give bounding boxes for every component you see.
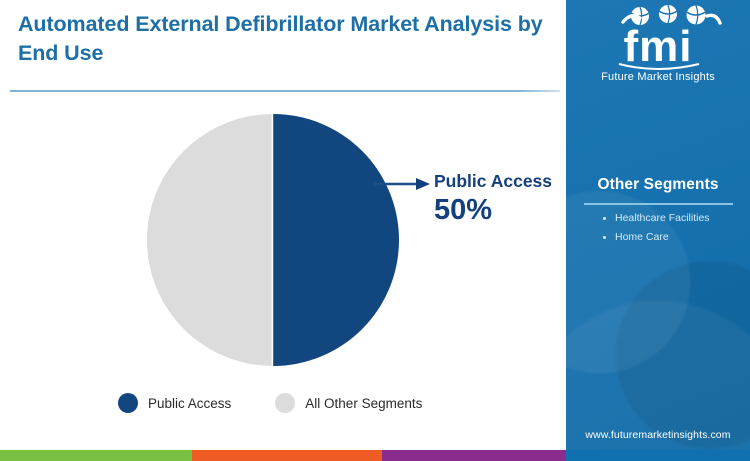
pie-callout: Public Access 50% — [434, 171, 564, 228]
pie-slice-all-other-segments — [147, 114, 273, 366]
globe-icon — [686, 5, 706, 25]
legend-label: All Other Segments — [305, 395, 423, 411]
svg-text:fmi: fmi — [624, 22, 693, 70]
other-segments-panel: Other Segments Healthcare Facilities Hom… — [566, 176, 750, 252]
bar-segment-purple — [382, 450, 566, 461]
globe-icon — [659, 4, 677, 24]
other-segments-list: Healthcare Facilities Home Care — [566, 212, 750, 243]
list-item: Healthcare Facilities — [603, 212, 750, 224]
header-divider — [10, 90, 560, 92]
legend-swatch-icon — [275, 393, 296, 413]
callout-value: 50% — [434, 194, 493, 227]
logo-tagline: Future Market Insights — [601, 71, 715, 83]
bar-segment-green — [0, 450, 192, 461]
legend-item-all-other-segments: All Other Segments — [275, 393, 422, 413]
right-sidebar: fmi Future Market Insights Other Segment… — [566, 0, 750, 455]
bar-segment-orange — [192, 450, 382, 461]
website-url[interactable]: www.futuremarketinsights.com — [585, 429, 731, 441]
callout-label: Public Access — [434, 171, 553, 191]
list-item: Home Care — [603, 232, 750, 243]
arrow-right-icon — [374, 178, 430, 190]
page-title: Automated External Defibrillator Market … — [18, 12, 543, 65]
legend-item-public-access: Public Access — [118, 393, 231, 413]
pie-slice-public-access — [273, 114, 399, 366]
fmi-logo[interactable]: fmi Future Market Insights — [566, 4, 750, 83]
legend-swatch-icon — [118, 393, 138, 413]
pie-chart — [146, 113, 400, 367]
bottom-color-bar — [0, 450, 750, 461]
bar-segment-blue — [566, 450, 750, 461]
other-segments-heading: Other Segments — [597, 176, 719, 193]
other-segments-divider — [583, 203, 733, 205]
legend-label: Public Access — [148, 395, 232, 411]
chart-legend: Public Access All Other Segments — [118, 393, 422, 413]
